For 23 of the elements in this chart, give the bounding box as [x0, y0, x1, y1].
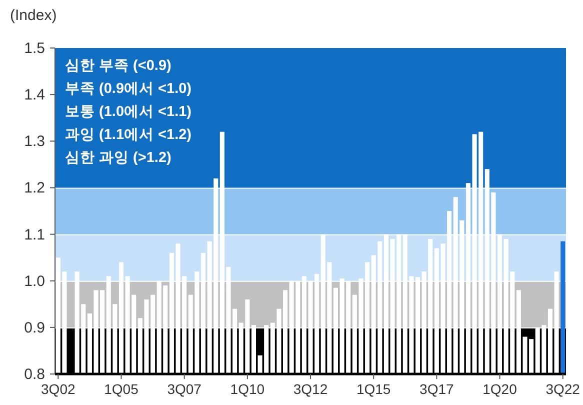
- x-tick-label: 1Q05: [104, 381, 139, 397]
- annotation: 부족 (0.9에서 <1.0): [65, 81, 192, 97]
- annotation: 과잉 (1.1에서 <1.2): [65, 127, 192, 143]
- x-tick-label: 1Q10: [230, 381, 265, 397]
- y-tick-label: 0.9: [24, 319, 45, 336]
- y-tick-label: 1.5: [24, 40, 45, 57]
- y-tick-label: 1.1: [24, 226, 45, 244]
- y-tick-label: 1.4: [24, 86, 45, 104]
- annotation: 심한 부족 (<0.9): [65, 58, 172, 74]
- annotation: 심한 과잉 (>1.2): [65, 150, 172, 166]
- x-tick-label: 1Q20: [482, 381, 518, 397]
- y-tick-label: 1.2: [24, 180, 45, 197]
- x-tick-label: 1Q15: [356, 381, 391, 397]
- x-tick-label: 3Q02: [41, 381, 76, 397]
- y-tick-label: 0.8: [24, 366, 45, 383]
- annotation: 보통 (1.0에서 <1.1): [65, 104, 192, 120]
- x-tick-label: 3Q22: [546, 381, 580, 397]
- x-tick-label: 3Q07: [167, 381, 202, 397]
- x-tick-label: 3Q17: [420, 381, 454, 397]
- x-tick-label: 3Q12: [293, 381, 328, 397]
- y-tick-label: 1.0: [24, 272, 45, 290]
- y-tick-label: 1.3: [24, 133, 45, 150]
- y-axis-title: (Index): [10, 7, 57, 24]
